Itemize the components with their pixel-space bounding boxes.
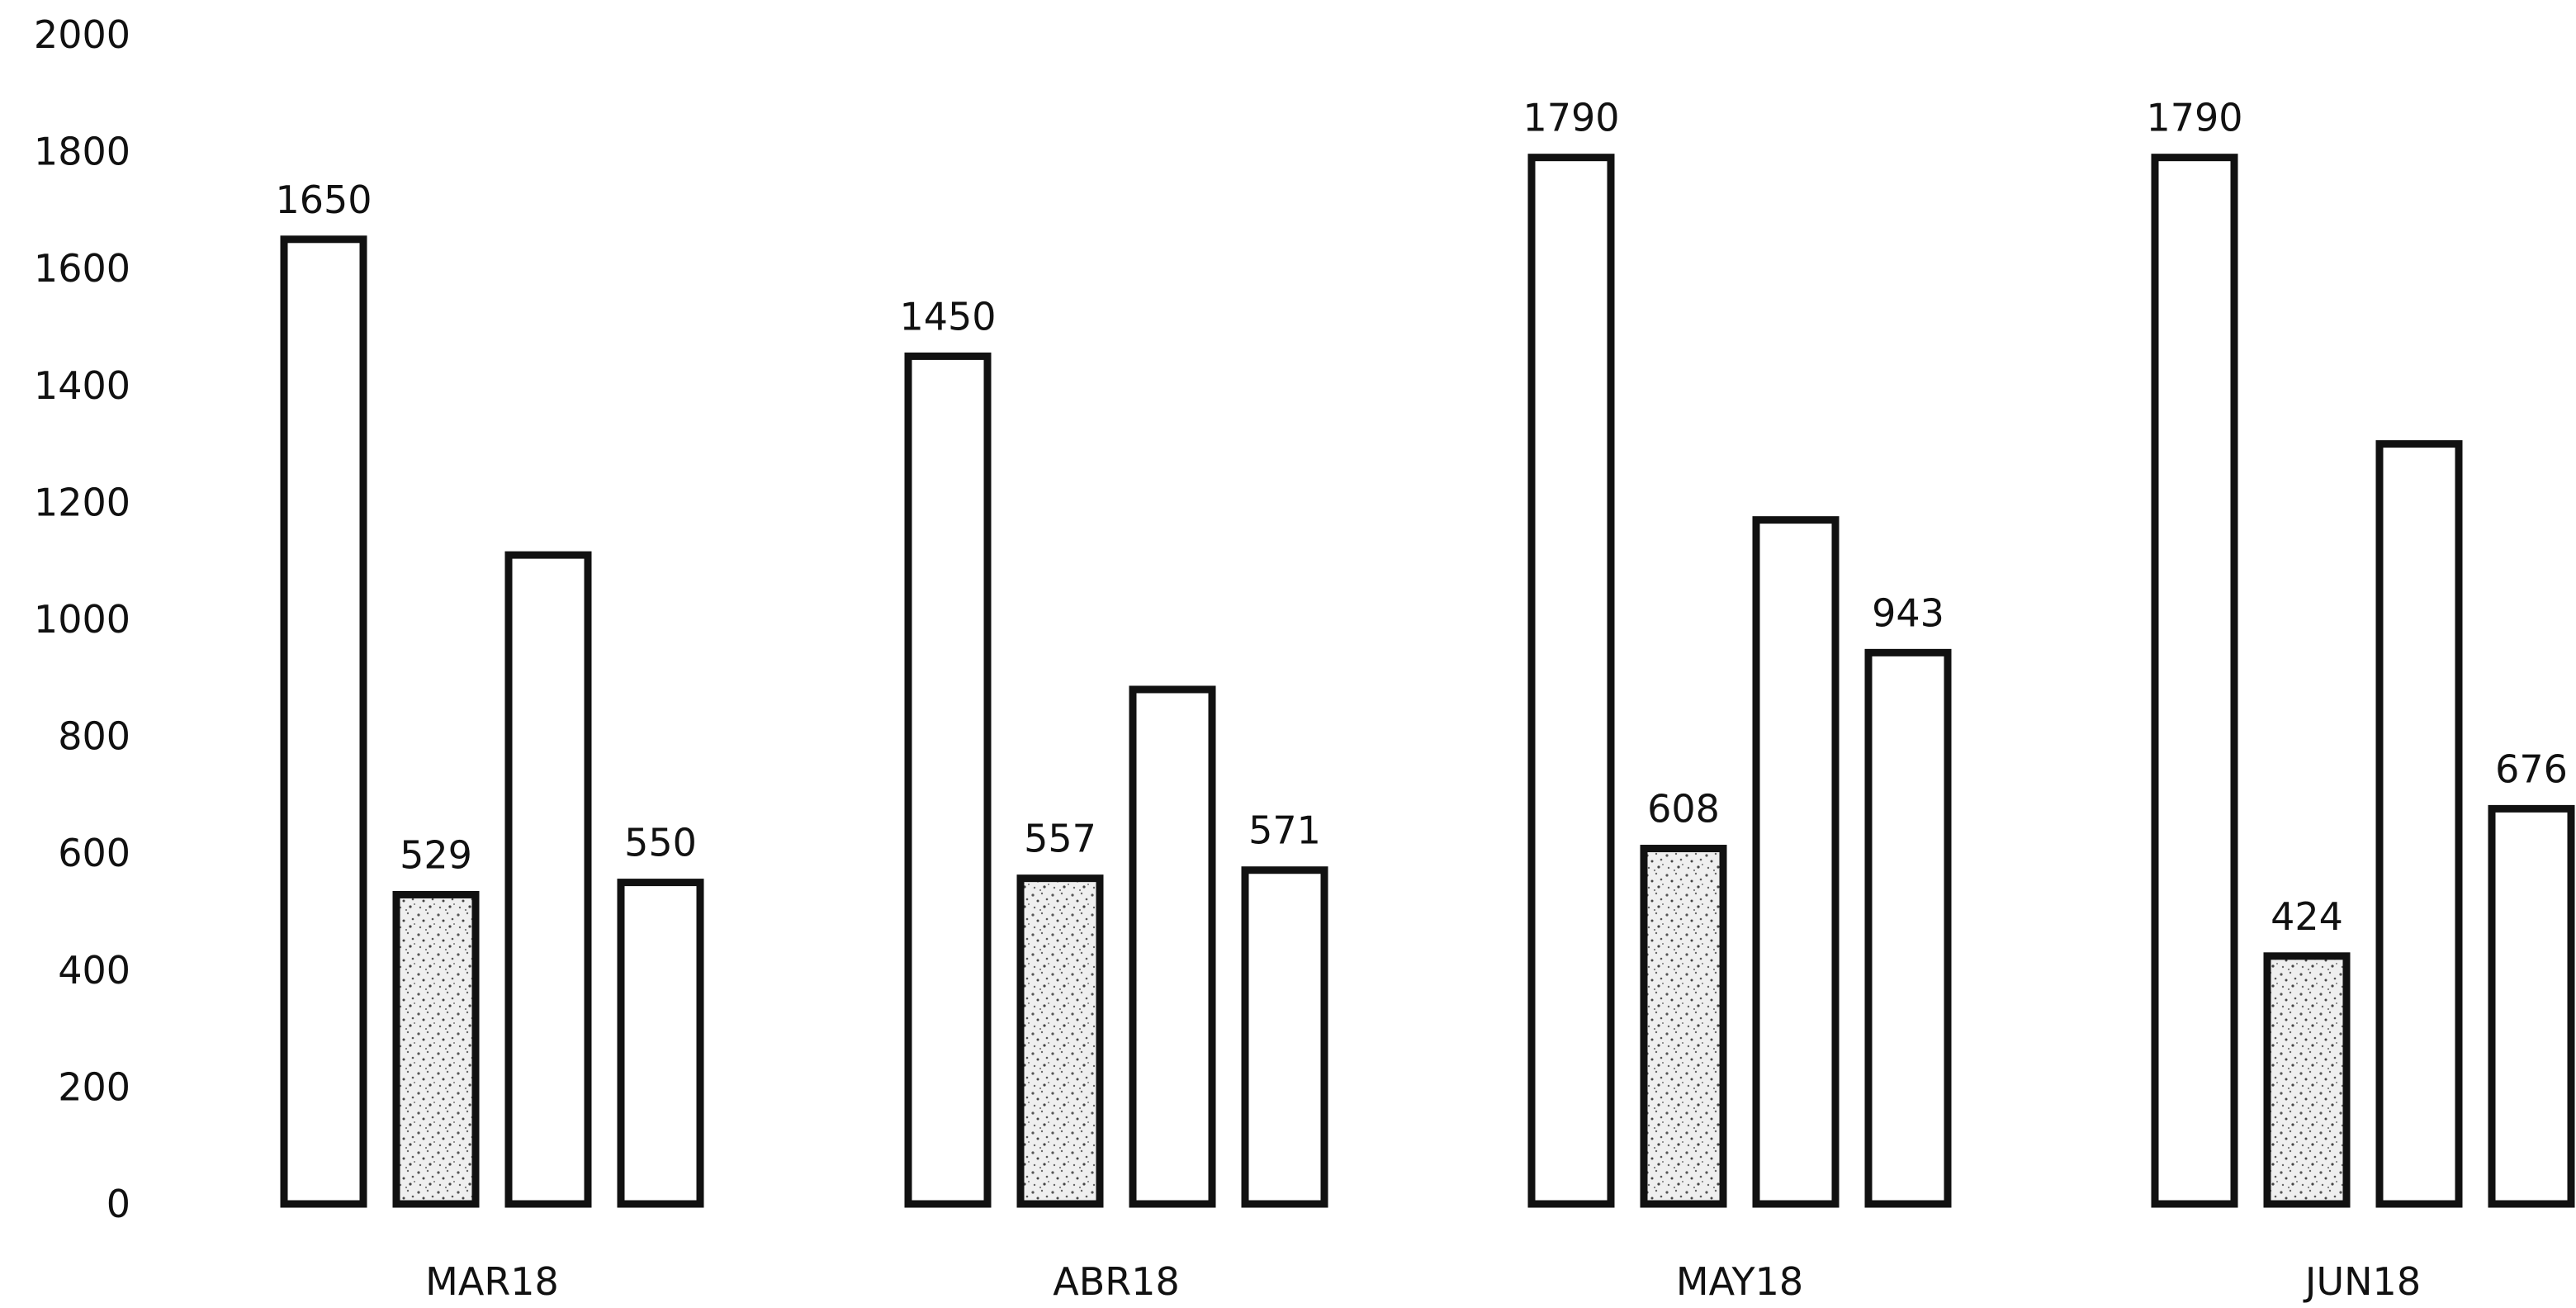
x-axis: MAR18 ABR18 MAY18 JUN18	[425, 1259, 2421, 1304]
bar-may18-s4	[1864, 648, 1952, 1208]
bar-abr18-s2	[1016, 874, 1104, 1208]
data-label-jun18-s1: 1790	[2146, 96, 2242, 140]
bar-abr18-s3	[1129, 685, 1216, 1208]
bar-may18-s1	[1527, 154, 1615, 1208]
data-label-abr18-s4: 571	[1248, 808, 1321, 853]
y-tick-label: 1400	[34, 363, 130, 408]
x-category-label: MAR18	[425, 1259, 559, 1304]
y-tick-label: 200	[58, 1064, 130, 1109]
y-tick-label: 800	[58, 714, 130, 759]
y-tick-label: 400	[58, 948, 130, 993]
y-tick-label: 1600	[34, 246, 130, 291]
bar-may18-s2	[1640, 845, 1727, 1208]
x-category-label: JUN18	[2303, 1259, 2421, 1304]
bar-mar18-s1	[280, 235, 367, 1208]
bar-jun18-s4	[2488, 804, 2575, 1208]
y-tick-label: 2000	[34, 12, 130, 57]
data-label-jun18-s4: 676	[2495, 746, 2568, 791]
data-label-abr18-s1: 1450	[899, 294, 996, 339]
bar-abr18-s1	[904, 352, 992, 1208]
y-tick-label: 1200	[34, 480, 130, 524]
data-label-jun18-s2: 424	[2271, 894, 2343, 939]
data-label-mar18-s4: 550	[624, 821, 697, 865]
bar-jun18-s3	[2375, 440, 2463, 1208]
bar-abr18-s4	[1241, 866, 1328, 1208]
data-label-may18-s1: 1790	[1522, 96, 1619, 140]
y-axis: 0 200 400 600 800 1000 1200 1400 1600 1800 2000	[34, 12, 130, 1226]
y-tick-label: 600	[58, 831, 130, 875]
bar-may18-s3	[1752, 516, 1840, 1208]
x-category-label: MAY18	[1676, 1259, 1803, 1304]
data-label-mar18-s2: 529	[400, 832, 472, 877]
x-category-label: ABR18	[1053, 1259, 1180, 1304]
data-label-may18-s4: 943	[1872, 590, 1944, 635]
bars-layer	[280, 154, 2575, 1208]
y-tick-label: 0	[107, 1182, 130, 1226]
bar-mar18-s3	[504, 551, 592, 1208]
data-label-may18-s2: 608	[1647, 787, 1720, 832]
bar-mar18-s4	[617, 879, 704, 1208]
y-tick-label: 1000	[34, 597, 130, 642]
data-label-mar18-s1: 1650	[275, 178, 372, 222]
data-labels-layer: 1650 529 550 1450 557 571 1790 608 943 1790 424 676	[275, 96, 2567, 939]
bar-mar18-s2	[392, 890, 480, 1208]
y-tick-label: 1800	[34, 130, 130, 174]
bar-jun18-s2	[2263, 952, 2351, 1208]
bar-jun18-s1	[2151, 154, 2238, 1208]
data-label-abr18-s2: 557	[1024, 817, 1096, 861]
